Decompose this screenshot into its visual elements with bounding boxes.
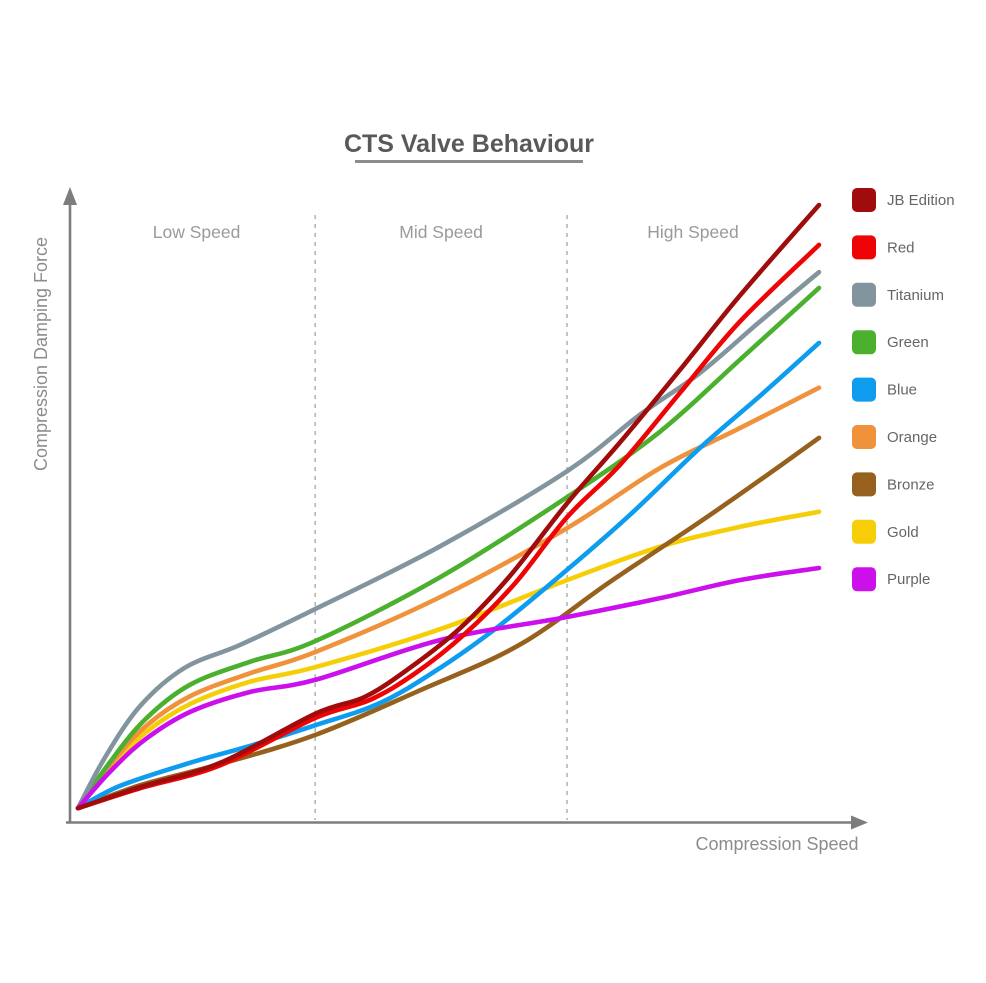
speed-zones: Low Speed Mid Speed High Speed (153, 215, 739, 820)
series-line-blue (75, 340, 822, 811)
y-axis (63, 187, 77, 823)
series-line-gold (75, 509, 822, 811)
legend-label-titanium: Titanium (887, 287, 944, 304)
series-lines (75, 202, 822, 811)
x-axis-label: Compression Speed (695, 834, 858, 854)
legend-swatch-bronze (852, 472, 876, 497)
chart-title: CTS Valve Behaviour (344, 130, 594, 158)
series-line-jb-edition (75, 202, 822, 811)
series-line-orange (75, 385, 822, 811)
legend-label-bronze: Bronze (887, 476, 935, 493)
legend-label-blue: Blue (887, 382, 917, 399)
legend-swatch-blue (852, 377, 876, 402)
zone-label-low-speed: Low Speed (153, 222, 241, 242)
legend-label-green: Green (887, 334, 929, 351)
series-line-bronze (75, 435, 822, 811)
title-underline (355, 160, 583, 163)
series-line-red (75, 242, 822, 811)
legend-label-red: Red (887, 239, 915, 256)
legend: JB Edition Red Titanium Green Blue Orange Bron… (852, 188, 955, 592)
series-line-titanium (75, 269, 822, 811)
legend-swatch-green (852, 330, 876, 355)
legend-swatch-orange (852, 425, 876, 449)
legend-swatch-purple (852, 567, 876, 592)
legend-swatch-red (852, 235, 876, 260)
legend-swatch-gold (852, 519, 876, 544)
legend-label-gold: Gold (887, 524, 919, 541)
zone-label-mid-speed: Mid Speed (399, 222, 483, 242)
x-axis-arrow-icon (851, 815, 868, 830)
y-axis-arrow-icon (63, 187, 77, 205)
legend-label-jb-edition: JB Edition (887, 192, 955, 209)
legend-swatch-jb-edition (852, 188, 876, 212)
series-line-purple (75, 565, 822, 811)
series-line-green (75, 285, 822, 811)
x-axis (66, 815, 868, 830)
legend-label-purple: Purple (887, 571, 930, 588)
y-axis-label: Compression Damping Force (31, 237, 51, 471)
zone-label-high-speed: High Speed (647, 222, 738, 242)
legend-label-orange: Orange (887, 429, 937, 446)
legend-swatch-titanium (852, 282, 876, 307)
